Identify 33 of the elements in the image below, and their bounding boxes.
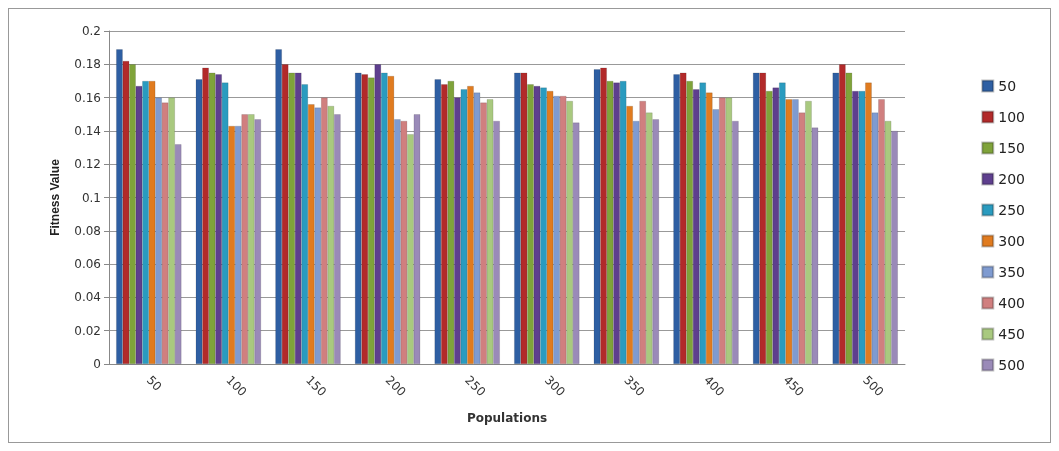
y-tick-label: 0.16 xyxy=(74,90,101,105)
x-tick-label: 350 xyxy=(621,373,648,400)
x-tick-label: 150 xyxy=(303,373,330,400)
legend-label: 150 xyxy=(998,140,1026,156)
y-tick-label: 0 xyxy=(93,357,101,371)
x-tick-label: 250 xyxy=(462,373,489,400)
x-tick-label: 300 xyxy=(541,373,568,400)
x-tick-label: 500 xyxy=(860,373,887,400)
legend-label: 500 xyxy=(998,357,1026,373)
legend-label: 50 xyxy=(998,78,1017,94)
legend-label: 350 xyxy=(998,264,1026,280)
y-tick-label: 0.1 xyxy=(81,190,101,205)
y-tick-label: 0.06 xyxy=(74,257,101,272)
x-axis-title: Populations xyxy=(466,411,548,425)
y-tick-label: 0.04 xyxy=(74,290,101,305)
y-tick-label: 0.02 xyxy=(74,323,101,338)
x-tick-label: 50 xyxy=(143,373,165,394)
y-tick-label: 0.18 xyxy=(74,57,101,72)
x-tick-label: 450 xyxy=(780,373,807,400)
x-tick-label: 100 xyxy=(223,373,250,400)
legend-label: 100 xyxy=(998,109,1026,125)
y-tick-label: 0.12 xyxy=(74,157,101,172)
legend-label: 450 xyxy=(998,326,1026,342)
y-axis-title: Fitness Value xyxy=(48,158,62,236)
x-tick-label: 400 xyxy=(701,373,728,400)
legend-label: 300 xyxy=(998,233,1026,249)
legend-label: 200 xyxy=(998,171,1026,187)
x-tick-label: 200 xyxy=(382,373,409,400)
legend-label: 400 xyxy=(998,295,1026,311)
y-tick-label: 0.14 xyxy=(74,123,101,138)
y-tick-label: 0.08 xyxy=(74,223,101,238)
y-tick-label: 0.2 xyxy=(81,24,101,38)
legend-label: 250 xyxy=(998,202,1026,218)
